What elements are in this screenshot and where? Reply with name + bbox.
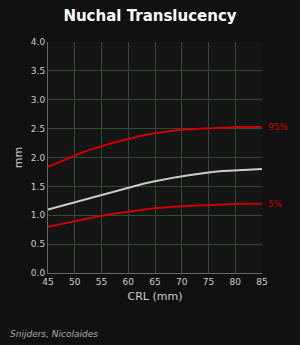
svg-text:Nuchal Translucency: Nuchal Translucency (63, 7, 236, 25)
svg-text:80: 80 (230, 277, 242, 287)
svg-text:0.0: 0.0 (31, 268, 46, 278)
svg-text:45: 45 (42, 277, 53, 287)
svg-text:4.0: 4.0 (31, 37, 46, 47)
svg-text:1.0: 1.0 (31, 210, 46, 220)
svg-text:60: 60 (123, 277, 135, 287)
svg-text:55: 55 (96, 277, 107, 287)
svg-text:70: 70 (176, 277, 188, 287)
svg-text:1.5: 1.5 (31, 182, 45, 192)
svg-text:mm: mm (12, 147, 25, 168)
svg-text:2.5: 2.5 (31, 124, 45, 134)
svg-text:0.5: 0.5 (31, 239, 45, 249)
svg-text:75: 75 (203, 277, 214, 287)
svg-text:3.5: 3.5 (31, 66, 45, 76)
svg-text:85: 85 (256, 277, 267, 287)
svg-text:5%: 5% (268, 199, 283, 209)
svg-text:65: 65 (149, 277, 160, 287)
svg-text:3.0: 3.0 (31, 95, 46, 105)
svg-text:CRL (mm): CRL (mm) (128, 290, 183, 303)
svg-text:2.0: 2.0 (31, 153, 46, 163)
svg-text:95%: 95% (268, 122, 288, 132)
svg-text:Snijders, Nicolaides: Snijders, Nicolaides (10, 329, 98, 339)
svg-text:50: 50 (69, 277, 81, 287)
